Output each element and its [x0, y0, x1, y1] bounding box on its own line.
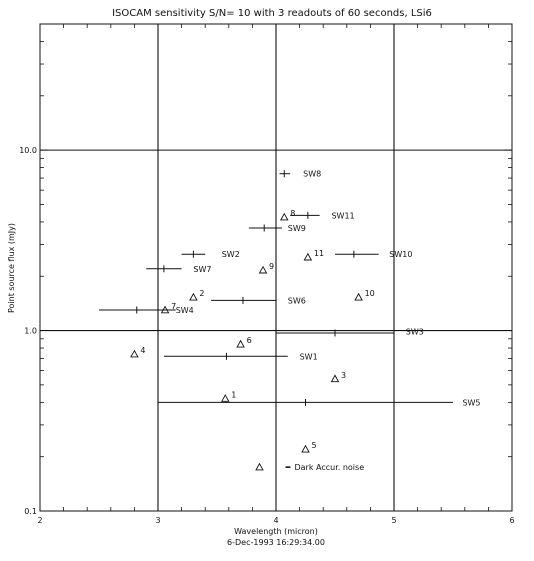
filter-label: SW10: [389, 250, 412, 259]
x-tick-label: 4: [273, 516, 278, 525]
data-series: SW1 SW2 SW3 SW4 SW5 SW6 SW7 SW8 SW9 SW10 SW11 1 2 3 4 5…: [99, 170, 481, 472]
line-filter-marker: [130, 349, 139, 358]
line-filter-marker: [236, 339, 245, 348]
y-tick-label: 0.1: [24, 507, 37, 516]
line-filter-marker: [303, 252, 313, 261]
line-filter-marker: [220, 394, 230, 402]
line-filter-label: 7: [171, 302, 176, 311]
dark-noise-label: Dark Accur. noise: [294, 463, 364, 472]
line-filter-label: 8: [290, 209, 295, 218]
grid-lines: [40, 24, 512, 511]
chart-footer-timestamp: 6-Dec-1993 16:29:34.00: [227, 538, 325, 547]
filter-label: SW9: [288, 224, 306, 233]
line-filter-marker: [258, 265, 268, 274]
line-filter-label: 2: [199, 289, 204, 298]
line-filter-label: 11: [314, 249, 324, 258]
x-axis-label: Wavelength (micron): [234, 527, 318, 536]
x-tick-label: 2: [37, 516, 42, 525]
filter-label: SW2: [222, 250, 240, 259]
filter-label: SW7: [193, 265, 211, 274]
line-filter-marker: [279, 212, 289, 221]
line-filter-marker: [189, 292, 198, 301]
line-filter-label: 5: [312, 441, 317, 450]
axis-ticks: [39, 23, 513, 512]
chart-title: ISOCAM sensitivity S/N= 10 with 3 readou…: [112, 8, 432, 19]
line-filter-label: 3: [341, 371, 346, 380]
line-filter-label: 10: [365, 289, 375, 298]
line-filter-marker: [160, 305, 170, 314]
filter-label: SW8: [303, 170, 321, 179]
line-filter-marker: [301, 444, 310, 453]
line-filter-marker: [354, 292, 363, 301]
line-filter-label: 4: [140, 346, 145, 355]
filter-label: SW1: [300, 352, 318, 361]
filter-label: SW6: [288, 296, 306, 305]
x-tick-label: 3: [155, 516, 160, 525]
line-filter-label: 1: [231, 391, 236, 400]
filter-label: SW4: [176, 306, 194, 315]
filter-label: SW3: [406, 327, 424, 336]
filter-label: SW11: [331, 211, 354, 220]
y-tick-label: 1.0: [24, 327, 37, 336]
x-tick-label: 5: [391, 516, 396, 525]
tick-labels: 2 3 4 5 6 0.1 1.0 10.0: [19, 146, 514, 525]
line-filter-label: 9: [269, 262, 274, 271]
line-filter-label: 6: [247, 336, 252, 345]
x-tick-label: 6: [509, 516, 514, 525]
filter-label: SW5: [462, 398, 480, 407]
dark-noise-marker: [255, 462, 264, 471]
y-tick-label: 10.0: [19, 146, 37, 155]
y-axis-label: Point source flux (mJy): [7, 223, 16, 313]
line-filter-marker: [330, 374, 340, 383]
